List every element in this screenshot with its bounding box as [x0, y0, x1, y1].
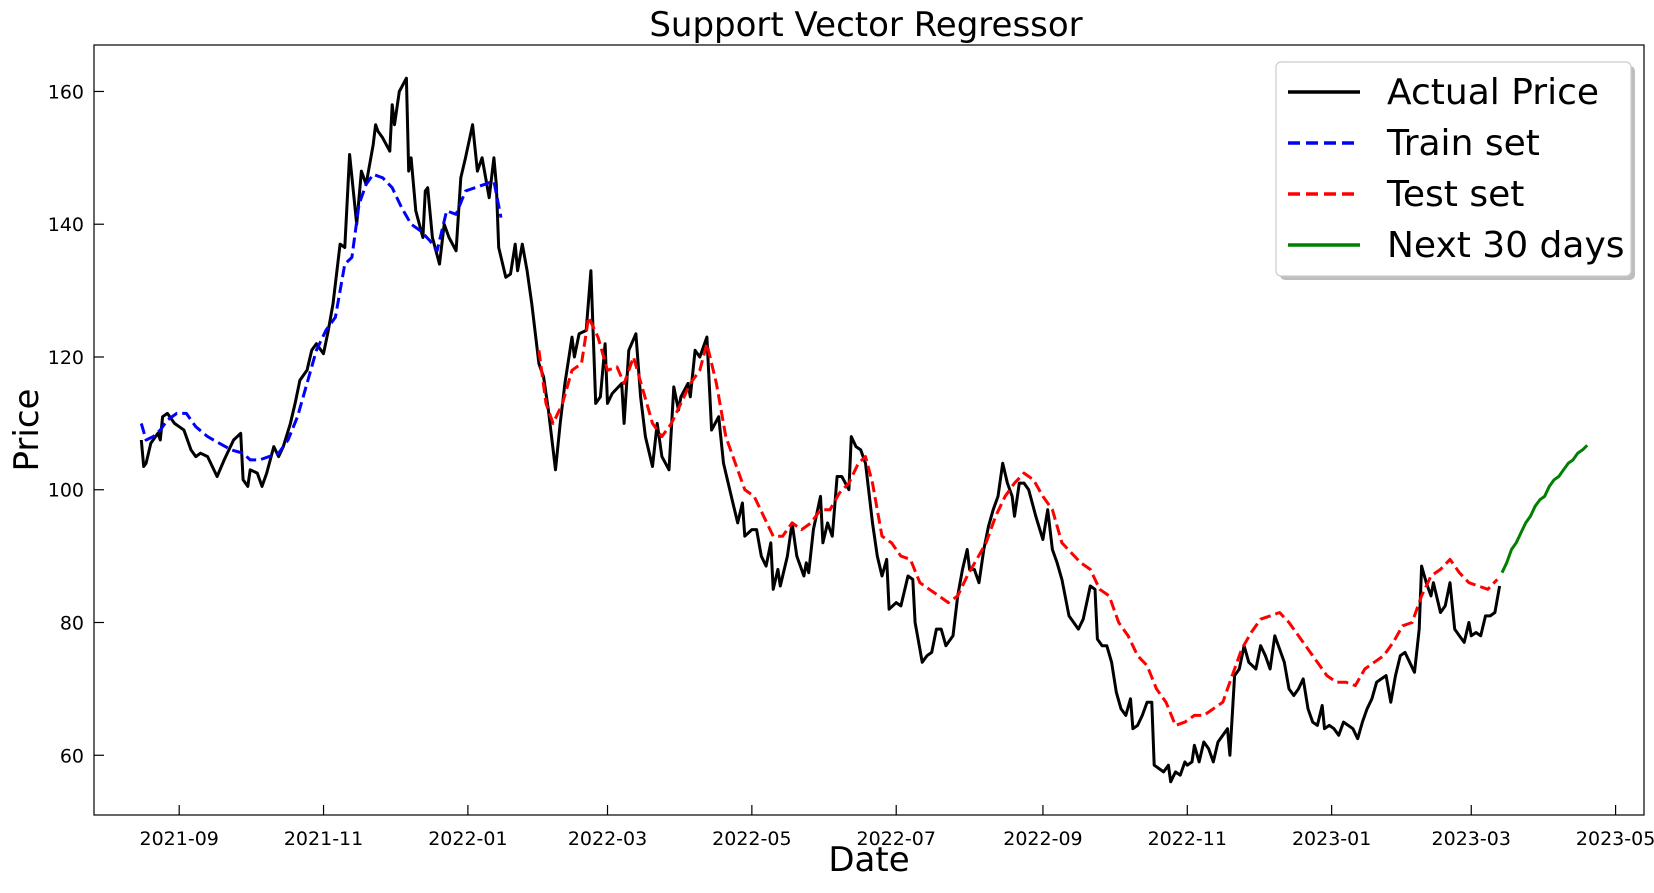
- x-tick-label: 2022-07: [857, 828, 936, 850]
- x-tick-label: 2022-05: [712, 828, 791, 850]
- x-tick-label: 2022-09: [1003, 828, 1082, 850]
- series-line-test-set: [537, 315, 1499, 727]
- y-axis-title: Price: [7, 389, 47, 472]
- legend-label: Actual Price: [1387, 72, 1599, 113]
- y-tick-label: 160: [48, 81, 84, 103]
- x-axis-title: Date: [828, 840, 909, 880]
- legend-label: Train set: [1386, 123, 1540, 164]
- x-tick-label: 2023-03: [1432, 828, 1511, 850]
- legend-box: [1275, 61, 1632, 277]
- series-layer: [139, 76, 1589, 784]
- series-line-actual-price: [139, 76, 1502, 784]
- x-axis: 2021-09 2021-11 2022-01 2022-03 2022-05 2022-…: [139, 805, 1654, 850]
- x-tick-label: 2022-01: [428, 828, 507, 850]
- x-tick-label: 2021-11: [284, 828, 363, 850]
- x-tick-label: 2022-03: [568, 828, 647, 850]
- x-tick-label: 2022-11: [1148, 828, 1227, 850]
- legend-label: Test set: [1386, 174, 1524, 215]
- legend: Actual Price Train set Test set Next 30 day…: [1275, 61, 1635, 280]
- y-tick-label: 60: [60, 745, 84, 767]
- chart-title: Support Vector Regressor: [649, 5, 1082, 45]
- series-line-next-30-days: [1500, 444, 1589, 574]
- series-line-train-set: [139, 172, 503, 462]
- x-tick-label: 2023-05: [1576, 828, 1654, 850]
- y-tick-label: 80: [60, 613, 84, 635]
- y-tick-label: 120: [48, 347, 84, 369]
- y-axis: 60 80 100 120 140 160: [48, 81, 104, 767]
- legend-label: Next 30 days: [1387, 225, 1625, 266]
- y-tick-label: 140: [48, 214, 84, 236]
- x-tick-label: 2023-01: [1292, 828, 1371, 850]
- y-tick-label: 100: [48, 480, 84, 502]
- x-tick-label: 2021-09: [139, 828, 218, 850]
